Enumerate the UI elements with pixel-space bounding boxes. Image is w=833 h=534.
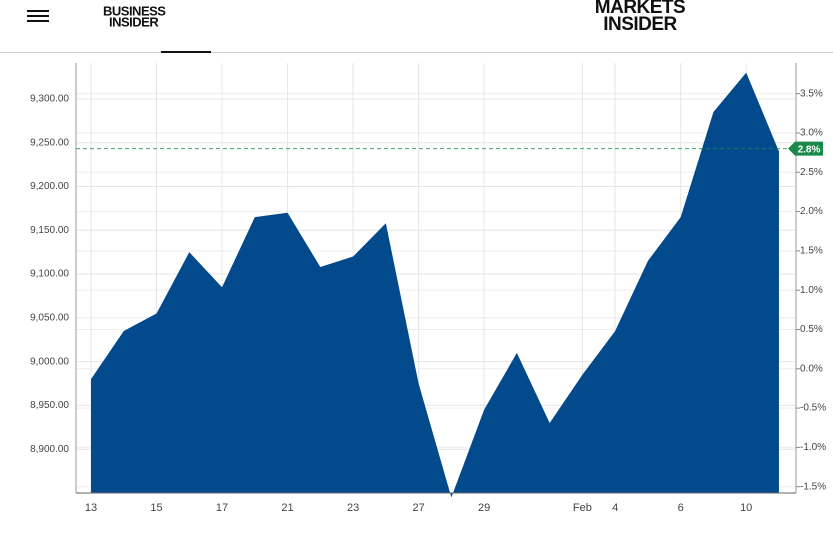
y-tick-label: 9,250.00 xyxy=(30,137,69,148)
y2-tick-label: -0.5% xyxy=(800,403,826,414)
y2-tick-label: 2.0% xyxy=(800,206,823,217)
logo-text[interactable]: INSIDER xyxy=(603,14,678,35)
y-tick-label: 9,100.00 xyxy=(30,269,69,280)
tab-indicator xyxy=(161,51,211,53)
y-tick-label: 8,900.00 xyxy=(30,444,69,455)
y2-tick-label: 3.0% xyxy=(800,128,823,139)
header-border xyxy=(0,52,833,53)
y2-tick-label: 0.0% xyxy=(800,363,823,374)
x-tick-label: 21 xyxy=(281,502,293,514)
x-tick-label: 6 xyxy=(678,502,684,514)
logo-text[interactable]: BUSINESS xyxy=(103,3,167,18)
y-tick-label: 9,300.00 xyxy=(30,94,69,105)
x-tick-label: 4 xyxy=(612,502,618,514)
area xyxy=(91,72,779,498)
y-tick-label: 9,150.00 xyxy=(30,225,69,236)
x-tick-label: 27 xyxy=(412,502,424,514)
y2-tick-label: 3.5% xyxy=(800,88,823,99)
y2-tick-label: 2.5% xyxy=(800,167,823,178)
x-tick-label: 13 xyxy=(85,502,97,514)
y2-tick-label: -1.5% xyxy=(800,481,826,492)
current-marker xyxy=(788,141,823,156)
chart: 8,900.00 8,950.00 9,000.00 9,050.00 9,100.00… xyxy=(30,63,826,514)
y2-tick-label: 1.5% xyxy=(800,246,823,257)
y-tick-label: 9,000.00 xyxy=(30,356,69,367)
x-tick-label: 15 xyxy=(150,502,162,514)
y2-tick-label: 1.0% xyxy=(800,285,823,296)
logo-text[interactable]: MARKETS xyxy=(595,0,686,18)
y-tick-label: 9,200.00 xyxy=(30,181,69,192)
menu-icon[interactable] xyxy=(27,10,49,22)
x-tick-label: 23 xyxy=(347,502,359,514)
x-tick-label: 17 xyxy=(216,502,228,514)
y-tick-label: 8,950.00 xyxy=(30,400,69,411)
current-label: 2.8% xyxy=(798,144,821,155)
x-tick-label: 29 xyxy=(478,502,490,514)
y2-tick-label: 0.5% xyxy=(800,324,823,335)
y2-tick-label: -1.0% xyxy=(800,442,826,453)
x-tick-label: 10 xyxy=(740,502,752,514)
logo-text[interactable]: INSIDER xyxy=(109,14,160,29)
x-tick-label: Feb xyxy=(573,502,592,514)
y-tick-label: 9,050.00 xyxy=(30,312,69,323)
